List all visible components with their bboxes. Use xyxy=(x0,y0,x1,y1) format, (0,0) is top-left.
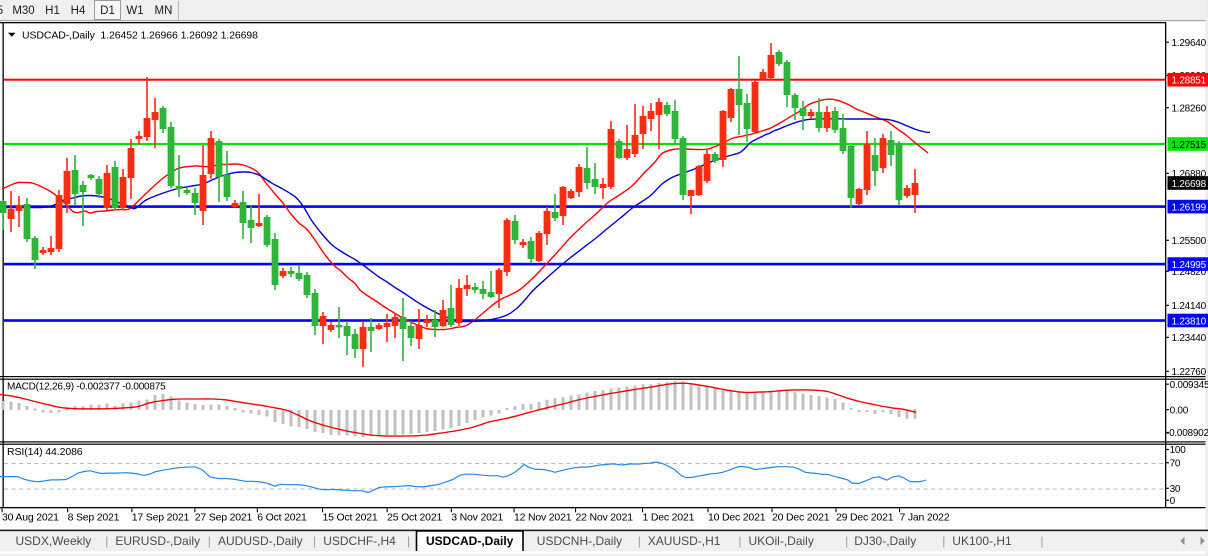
svg-text:25 Oct 2021: 25 Oct 2021 xyxy=(387,512,442,524)
svg-text:6 Oct 2021: 6 Oct 2021 xyxy=(257,512,307,524)
svg-text:7 Jan 2022: 7 Jan 2022 xyxy=(900,512,950,524)
svg-text:27 Sep 2021: 27 Sep 2021 xyxy=(195,512,253,524)
svg-text:1.22760: 1.22760 xyxy=(1172,367,1207,378)
svg-text:1.24995: 1.24995 xyxy=(1172,260,1207,271)
svg-text:8 Sep 2021: 8 Sep 2021 xyxy=(68,512,120,524)
svg-text:|: | xyxy=(105,534,108,548)
svg-text:100: 100 xyxy=(1170,445,1187,456)
svg-text:1.23810: 1.23810 xyxy=(1172,316,1207,327)
svg-text:22 Nov 2021: 22 Nov 2021 xyxy=(576,512,634,524)
svg-text:USDCNH-,Daily: USDCNH-,Daily xyxy=(537,534,622,548)
svg-text:|: | xyxy=(1040,534,1043,548)
svg-text:|: | xyxy=(845,534,848,548)
svg-text:0.009345: 0.009345 xyxy=(1170,380,1208,391)
svg-text:MACD(12,26,9) -0.002377 -0.000: MACD(12,26,9) -0.002377 -0.000875 xyxy=(7,382,166,393)
svg-text:1.28851: 1.28851 xyxy=(1172,76,1207,87)
svg-text:1.25500: 1.25500 xyxy=(1172,236,1207,247)
svg-text:USDCHF-,H4: USDCHF-,H4 xyxy=(323,534,396,548)
svg-text:USDX,Weekly: USDX,Weekly xyxy=(16,534,92,548)
svg-text:30: 30 xyxy=(1170,484,1181,495)
svg-text:UKOil-,Daily: UKOil-,Daily xyxy=(749,534,814,548)
svg-text:H4: H4 xyxy=(71,5,86,17)
svg-text:MN: MN xyxy=(155,5,173,17)
svg-text:|: | xyxy=(638,534,641,548)
svg-text:1.24820: 1.24820 xyxy=(1172,267,1207,278)
svg-text:D1: D1 xyxy=(100,5,115,17)
svg-text:1.24140: 1.24140 xyxy=(1172,301,1207,312)
svg-text:0: 0 xyxy=(1170,496,1176,507)
svg-text:15 Oct 2021: 15 Oct 2021 xyxy=(323,512,378,524)
svg-text:29 Dec 2021: 29 Dec 2021 xyxy=(836,512,894,524)
svg-text:70: 70 xyxy=(1170,458,1181,469)
svg-text:1.26199: 1.26199 xyxy=(1172,202,1207,213)
svg-text:5: 5 xyxy=(0,5,3,17)
svg-text:|: | xyxy=(738,534,741,548)
svg-text:EURUSD-,Daily: EURUSD-,Daily xyxy=(115,534,200,548)
svg-text:UK100-,H1: UK100-,H1 xyxy=(952,534,1012,548)
svg-text:RSI(14) 44.2086: RSI(14) 44.2086 xyxy=(7,446,83,458)
svg-text:|: | xyxy=(942,534,945,548)
svg-text:20 Dec 2021: 20 Dec 2021 xyxy=(772,512,830,524)
svg-text:1.29640: 1.29640 xyxy=(1172,38,1207,49)
svg-text:USDCAD-,Daily 1.26452 1.26966: USDCAD-,Daily 1.26452 1.26966 1.26092 1.… xyxy=(22,30,258,42)
svg-text:W1: W1 xyxy=(126,5,143,17)
svg-text:1.26698: 1.26698 xyxy=(1172,179,1207,190)
svg-text:|: | xyxy=(407,534,410,548)
svg-text:-0.008902: -0.008902 xyxy=(1166,428,1208,439)
svg-text:1.27515: 1.27515 xyxy=(1172,140,1207,151)
svg-text:|: | xyxy=(208,534,211,548)
svg-text:USDCAD-,Daily: USDCAD-,Daily xyxy=(426,534,514,548)
svg-text:12 Nov 2021: 12 Nov 2021 xyxy=(514,512,572,524)
svg-text:10 Dec 2021: 10 Dec 2021 xyxy=(708,512,766,524)
svg-text:M30: M30 xyxy=(12,5,34,17)
svg-text:1.26880: 1.26880 xyxy=(1172,169,1207,180)
svg-text:DJ30-,Daily: DJ30-,Daily xyxy=(854,534,916,548)
svg-text:H1: H1 xyxy=(45,5,60,17)
svg-text:XAUUSD-,H1: XAUUSD-,H1 xyxy=(648,534,721,548)
svg-text:17 Sep 2021: 17 Sep 2021 xyxy=(132,512,190,524)
svg-text:1.28260: 1.28260 xyxy=(1172,103,1207,114)
svg-text:AUDUSD-,Daily: AUDUSD-,Daily xyxy=(218,534,303,548)
svg-text:1.23440: 1.23440 xyxy=(1172,333,1207,344)
svg-text:30 Aug 2021: 30 Aug 2021 xyxy=(2,512,59,524)
svg-text:1 Dec 2021: 1 Dec 2021 xyxy=(643,512,695,524)
svg-text:3 Nov 2021: 3 Nov 2021 xyxy=(451,512,503,524)
svg-text:|: | xyxy=(313,534,316,548)
svg-text:0.00: 0.00 xyxy=(1170,405,1189,416)
